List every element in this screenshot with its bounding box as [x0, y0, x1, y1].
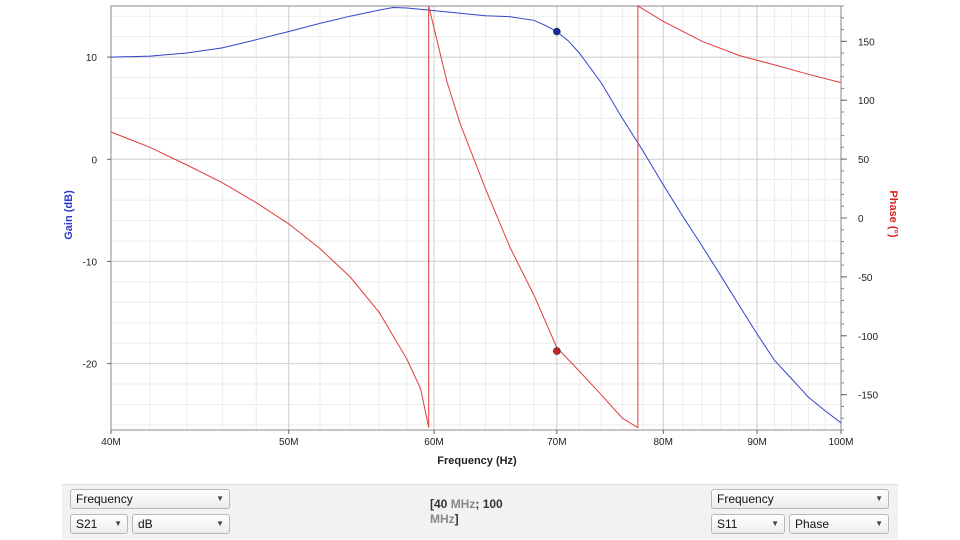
right-y-tick-label: 150 — [858, 37, 875, 48]
right-x-axis-select-value: Frequency — [717, 492, 774, 506]
x-tick-label: 60M — [424, 437, 443, 448]
left-y-tick-label: 10 — [86, 53, 98, 64]
chevron-down-icon: ▼ — [216, 519, 224, 528]
left-format-select-value: dB — [138, 517, 153, 531]
x-tick-label: 100M — [828, 437, 853, 448]
left-x-axis-select[interactable]: Frequency ▼ — [70, 489, 230, 509]
plot-frame — [110, 5, 842, 431]
range-close: ] — [454, 512, 459, 526]
x-axis: 40M 50M 60M 70M 80M 90M 100M — [101, 430, 854, 448]
left-y-axis: 10 0 -10 -20 — [83, 53, 111, 371]
left-y-tick-label: -10 — [83, 257, 98, 268]
left-format-select[interactable]: dB ▼ — [132, 514, 230, 534]
grid — [110, 6, 842, 430]
right-parameter-select[interactable]: S11 ▼ — [711, 514, 785, 534]
chevron-down-icon: ▼ — [875, 494, 883, 503]
right-parameter-select-value: S11 — [717, 517, 738, 531]
range-end: ; 100 — [475, 497, 503, 511]
left-y-tick-label: -20 — [83, 360, 98, 371]
right-y-tick-label: -100 — [858, 332, 878, 343]
marker-layer — [553, 27, 561, 355]
right-y-tick-label: 100 — [858, 96, 875, 107]
series-layer — [110, 5, 842, 429]
x-axis-title: Frequency (Hz) — [437, 455, 517, 467]
left-x-axis-select-value: Frequency — [76, 492, 133, 506]
left-y-axis-title: Gain (dB) — [63, 190, 75, 240]
gain-marker[interactable] — [553, 27, 561, 36]
right-y-tick-label: -150 — [858, 391, 878, 402]
x-tick-label: 40M — [101, 437, 120, 448]
frequency-range-label: [40 MHz; 100 MHz] — [430, 497, 540, 527]
right-y-tick-label: 50 — [858, 155, 870, 166]
right-y-axis: 150 100 50 0 -50 -100 -150 — [841, 5, 878, 431]
left-parameter-select-value: S21 — [76, 517, 98, 531]
x-tick-label: 80M — [653, 437, 672, 448]
right-x-axis-select[interactable]: Frequency ▼ — [711, 489, 889, 509]
right-y-tick-label: 0 — [858, 214, 864, 225]
chart: 40M 50M 60M 70M 80M 90M 100M 100-10-20 1501005… — [63, 5, 899, 467]
chevron-down-icon: ▼ — [771, 519, 779, 528]
x-tick-label: 90M — [747, 437, 766, 448]
right-y-axis-title: Phase (°) — [887, 190, 899, 238]
range-start: [40 — [430, 497, 451, 511]
controls-panel: Frequency ▼ S21 ▼ dB ▼ [40 MHz; 100 MHz]… — [62, 484, 898, 539]
left-y-tick-label: 0 — [91, 155, 97, 166]
range-start-unit: MHz — [450, 497, 476, 511]
range-end-unit: MHz — [430, 512, 455, 526]
right-format-select[interactable]: Phase ▼ — [789, 514, 889, 534]
right-format-select-value: Phase — [795, 517, 830, 531]
right-y-tick-label: -50 — [858, 273, 873, 284]
gain-series-line — [110, 6, 842, 424]
x-tick-label: 70M — [547, 437, 566, 448]
phase-marker[interactable] — [553, 347, 561, 355]
chevron-down-icon: ▼ — [216, 494, 224, 503]
chevron-down-icon: ▼ — [114, 519, 122, 528]
chevron-down-icon: ▼ — [875, 519, 883, 528]
phase-series-line — [110, 5, 842, 429]
left-parameter-select[interactable]: S21 ▼ — [70, 514, 128, 534]
x-tick-label: 50M — [279, 437, 298, 448]
